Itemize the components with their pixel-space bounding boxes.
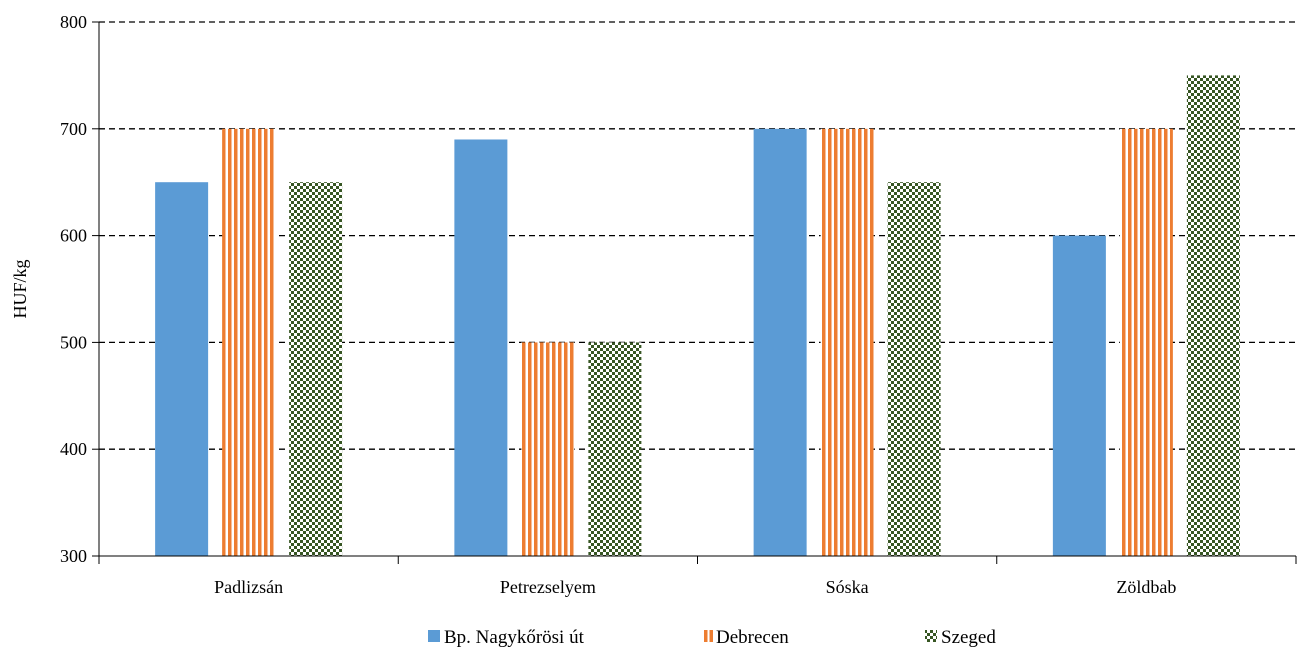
- y-tick-label: 500: [60, 332, 87, 352]
- legend-swatch: [709, 630, 713, 642]
- gridlines: [99, 21, 1296, 450]
- bar: [155, 182, 209, 556]
- x-tick-label: Zöldbab: [1116, 577, 1176, 597]
- legend-swatch: [428, 630, 440, 642]
- bars: [155, 75, 1240, 557]
- bar: [521, 342, 575, 556]
- bar: [1119, 128, 1173, 557]
- legend-label: Debrecen: [716, 627, 789, 648]
- x-tick-label: Sóska: [826, 577, 869, 597]
- bar: [1052, 235, 1106, 556]
- legend-swatch: [925, 630, 937, 642]
- x-tick-label: Padlizsán: [214, 577, 283, 597]
- legend-label: Bp. Nagykőrösi út: [444, 627, 585, 648]
- bar: [289, 182, 343, 556]
- bar: [454, 139, 508, 557]
- y-tick-label: 700: [60, 119, 87, 139]
- tick-labels: 300 400 500 600 700 800 Padlizsán Petrezselyem S…: [60, 12, 1176, 597]
- bar: [820, 128, 874, 557]
- x-tick-label: Petrezselyem: [500, 577, 596, 597]
- bar: [887, 182, 941, 556]
- bar: [222, 128, 276, 557]
- axes: [92, 21, 1297, 564]
- y-tick-label: 800: [60, 12, 87, 32]
- bar: [1186, 75, 1240, 557]
- legend-swatch: [704, 630, 708, 642]
- bar: [588, 342, 642, 556]
- y-tick-label: 600: [60, 226, 87, 246]
- y-tick-label: 300: [60, 546, 87, 566]
- legend: Bp. Nagykőrösi út Debrecen Szeged: [428, 627, 996, 648]
- y-axis-title: HUF/kg: [10, 259, 30, 318]
- bar: [753, 128, 807, 557]
- legend-label: Szeged: [941, 627, 996, 648]
- y-tick-label: 400: [60, 439, 87, 459]
